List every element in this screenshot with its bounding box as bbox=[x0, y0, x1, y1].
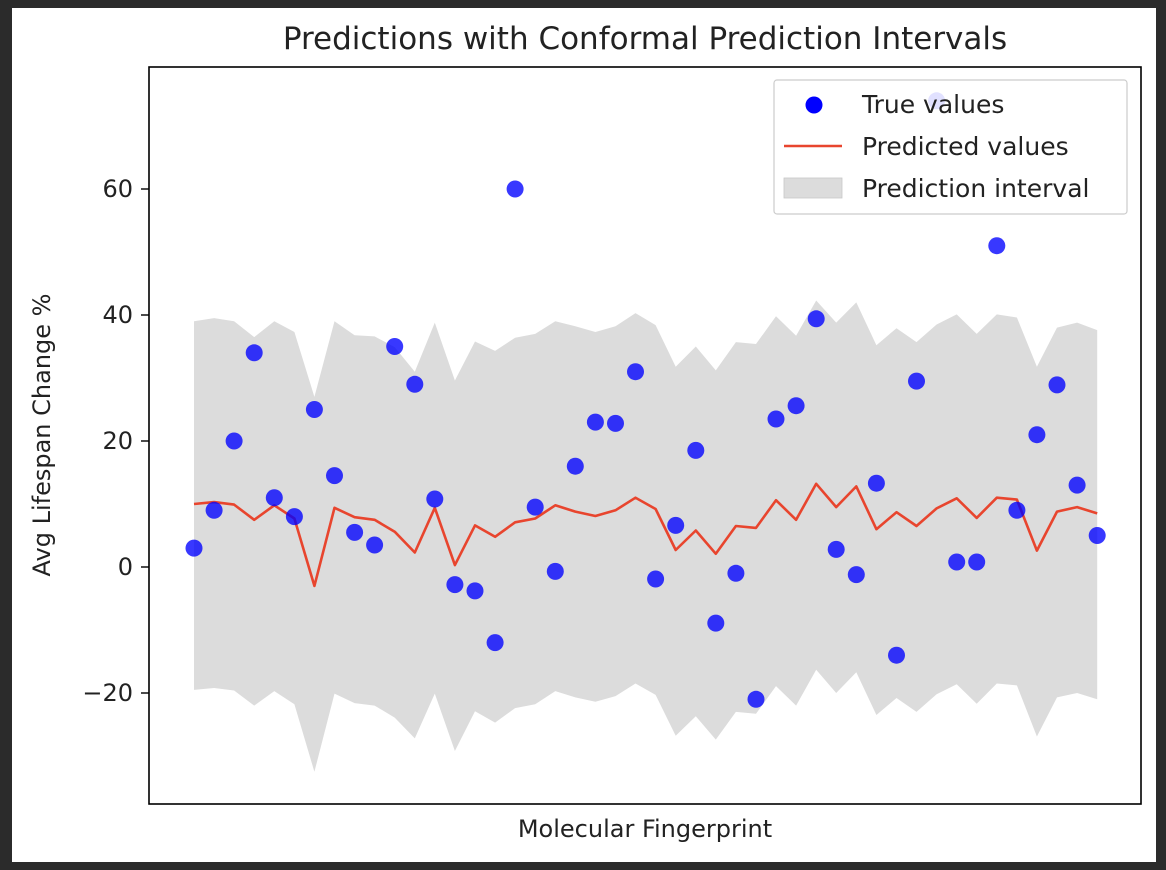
y-axis-ticks: −20 0 20 40 60 bbox=[82, 175, 149, 707]
true-value-point bbox=[506, 180, 524, 198]
true-value-point bbox=[526, 498, 544, 516]
true-value-point bbox=[627, 363, 644, 381]
true-value-point bbox=[285, 508, 303, 526]
true-value-point bbox=[1088, 527, 1106, 544]
true-value-point bbox=[586, 413, 604, 431]
true-value-point bbox=[807, 310, 825, 328]
true-value-point bbox=[1068, 476, 1086, 494]
figure-canvas: Predictions with Conformal Prediction In… bbox=[12, 8, 1156, 862]
true-value-point bbox=[988, 237, 1006, 255]
true-value-point bbox=[767, 410, 785, 428]
true-value-point bbox=[727, 564, 745, 582]
true-value-point bbox=[225, 432, 243, 450]
true-value-point bbox=[185, 539, 203, 557]
true-value-point bbox=[566, 457, 584, 475]
chart-title: Predictions with Conformal Prediction In… bbox=[283, 21, 1007, 57]
y-tick-label: 60 bbox=[102, 175, 133, 203]
y-tick-label: −20 bbox=[82, 679, 133, 707]
prediction-interval-band bbox=[194, 300, 1098, 772]
y-tick-label: 40 bbox=[102, 301, 133, 329]
true-value-point bbox=[386, 338, 404, 355]
legend-prediction-interval-swatch bbox=[783, 177, 843, 199]
true-value-point bbox=[446, 576, 464, 594]
y-tick-label: 20 bbox=[102, 427, 133, 455]
legend-true-values-label: True values bbox=[861, 90, 1004, 119]
x-axis-label: Molecular Fingerprint bbox=[518, 815, 772, 843]
plot-area bbox=[185, 92, 1106, 772]
true-value-point bbox=[647, 570, 665, 588]
true-value-point bbox=[346, 523, 364, 541]
true-value-point bbox=[667, 516, 685, 534]
true-value-point bbox=[546, 562, 564, 580]
true-values-points bbox=[185, 92, 1106, 708]
true-value-point bbox=[747, 690, 765, 708]
true-value-point bbox=[406, 375, 424, 393]
true-value-point bbox=[908, 372, 925, 390]
true-value-point bbox=[366, 536, 384, 554]
legend-prediction-interval-label: Prediction interval bbox=[862, 174, 1089, 203]
true-value-point bbox=[1048, 376, 1066, 394]
true-value-point bbox=[968, 553, 986, 571]
true-value-point bbox=[326, 467, 343, 485]
plot-frame bbox=[148, 66, 1142, 805]
true-value-point bbox=[305, 401, 323, 418]
true-value-point bbox=[1028, 426, 1046, 444]
legend: True values Predicted values Prediction … bbox=[773, 79, 1128, 215]
true-value-point bbox=[787, 397, 805, 415]
true-value-point bbox=[466, 582, 484, 600]
legend-box bbox=[773, 79, 1128, 215]
true-value-point bbox=[607, 414, 624, 432]
predicted-values-line bbox=[193, 482, 1098, 588]
conformal-prediction-chart: Predictions with Conformal Prediction In… bbox=[28, 21, 1142, 843]
true-value-point bbox=[867, 474, 885, 492]
true-value-point bbox=[827, 540, 845, 558]
true-value-point bbox=[245, 344, 263, 362]
true-value-point bbox=[888, 646, 905, 664]
true-value-point bbox=[948, 553, 966, 571]
true-value-point bbox=[486, 634, 504, 652]
legend-predicted-values-label: Predicted values bbox=[862, 132, 1069, 161]
true-value-point bbox=[707, 614, 725, 632]
true-value-point bbox=[205, 501, 223, 519]
true-value-point bbox=[687, 441, 705, 459]
true-value-point bbox=[1008, 501, 1026, 519]
true-value-point bbox=[426, 490, 444, 508]
y-tick-label: 0 bbox=[118, 553, 133, 581]
legend-true-values-marker bbox=[805, 96, 823, 114]
true-value-point bbox=[847, 566, 865, 584]
true-value-point bbox=[265, 489, 283, 507]
y-axis-label: Avg Lifespan Change % bbox=[28, 294, 56, 577]
